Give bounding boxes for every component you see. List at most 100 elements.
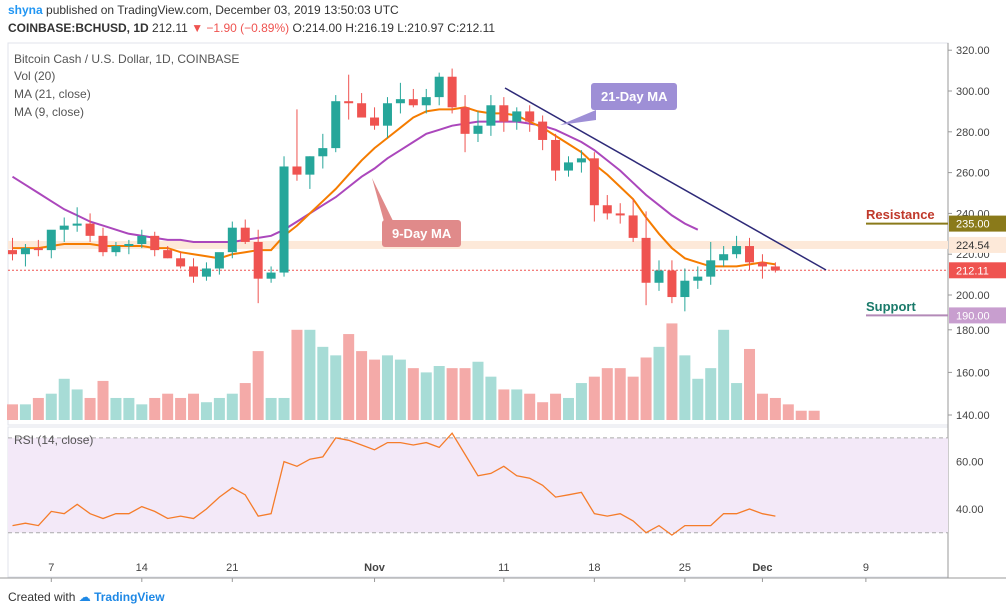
- legend-rsi: RSI (14, close): [14, 433, 94, 447]
- downtrend-line: [504, 87, 827, 271]
- candle-body: [382, 103, 392, 126]
- publisher-name[interactable]: shyna: [8, 3, 43, 17]
- candle-body: [357, 103, 367, 118]
- volume-bar: [175, 397, 187, 420]
- candle-body: [693, 276, 703, 281]
- volume-bar: [32, 397, 44, 420]
- candle-body: [408, 99, 418, 106]
- candle-body: [214, 252, 224, 269]
- volume-bar: [356, 351, 368, 420]
- volume-bar: [136, 404, 148, 420]
- price-tick-label: 160.00: [956, 367, 990, 379]
- candle-body: [421, 97, 431, 106]
- resistance-label: Resistance: [866, 207, 935, 222]
- volume-bar: [265, 397, 277, 420]
- volume-bar: [446, 368, 458, 420]
- volume-bar: [420, 372, 432, 420]
- ma9-line: [12, 106, 776, 268]
- volume-bar: [97, 380, 109, 420]
- volume-bar: [692, 378, 704, 420]
- legend-ma21: MA (21, close): [14, 87, 91, 101]
- ma21-callout: 21-Day MA: [591, 83, 678, 110]
- candle-body: [770, 266, 780, 271]
- candle-body: [331, 101, 341, 149]
- volume-bar: [614, 368, 626, 420]
- resistance-zone-band: [8, 240, 948, 249]
- volume-bar: [511, 389, 523, 420]
- volume-bar: [278, 397, 290, 420]
- volume-bar: [808, 410, 820, 420]
- time-tick-label: 18: [588, 562, 600, 574]
- candle-body: [641, 237, 651, 283]
- time-tick-label: Dec: [752, 562, 772, 574]
- candle-body: [111, 246, 121, 253]
- candle-body: [72, 223, 82, 226]
- time-tick-label: 21: [226, 562, 238, 574]
- volume-bar: [769, 397, 781, 420]
- volume-bar: [524, 393, 536, 420]
- candle-body: [395, 99, 405, 104]
- price-badge: [949, 236, 1006, 253]
- candle-body: [525, 111, 535, 122]
- candle-body: [499, 105, 509, 122]
- rsi-tick-label: 40.00: [956, 504, 984, 516]
- candle-body: [589, 158, 599, 206]
- candle-body: [240, 227, 250, 242]
- price-tick-label: 320.00: [956, 45, 990, 57]
- volume-bar: [58, 378, 70, 420]
- volume-bar: [19, 404, 31, 420]
- volume-bar: [575, 383, 587, 420]
- volume-bar: [291, 329, 303, 420]
- created-with-text: Created with: [8, 590, 76, 604]
- ma21-callout-pointer: [560, 110, 596, 125]
- candle-body: [201, 268, 211, 277]
- candle-body: [150, 235, 160, 251]
- candle-body: [344, 101, 354, 104]
- price-badge-label: 212.11: [956, 265, 989, 277]
- chart-title: Bitcoin Cash / U.S. Dollar, 1D, COINBASE: [14, 52, 240, 66]
- candle-body: [227, 227, 237, 253]
- volume-bar: [744, 348, 756, 420]
- price-tick-label: 200.00: [956, 290, 990, 302]
- candle-body: [370, 117, 380, 126]
- candle-body: [98, 235, 108, 253]
- price-badge: [949, 215, 1006, 232]
- ma9-callout-pointer: [372, 178, 395, 225]
- price-badge-label: 235.00: [956, 219, 990, 231]
- published-text: published on TradingView.com, December 0…: [46, 3, 399, 17]
- volume-bar: [537, 402, 549, 420]
- volume-bar: [718, 329, 730, 420]
- price-change: −1.90 (−0.89%): [206, 21, 290, 35]
- volume-bar: [407, 368, 419, 420]
- tradingview-brand[interactable]: TradingView: [94, 590, 165, 604]
- candle-body: [667, 270, 677, 298]
- volume-bar: [588, 376, 600, 420]
- volume-bar: [394, 359, 406, 420]
- volume-bar: [213, 397, 225, 420]
- time-tick-label: Nov: [364, 562, 386, 574]
- candle-body: [551, 139, 561, 171]
- candle-body: [266, 272, 276, 279]
- volume-bar: [679, 355, 691, 420]
- candle-body: [447, 76, 457, 108]
- legend-vol: Vol (20): [14, 69, 56, 83]
- volume-bar: [84, 397, 96, 420]
- candle-body: [8, 250, 17, 255]
- candle-body: [654, 270, 664, 283]
- candle-body: [124, 244, 134, 247]
- volume-bar: [731, 383, 743, 420]
- ohlc-values: O:214.00 H:216.19 L:210.97 C:212.11: [292, 21, 496, 35]
- volume-bar: [45, 393, 57, 420]
- volume-bar: [200, 402, 212, 420]
- volume-bar: [756, 393, 768, 420]
- price-tick-label: 180.00: [956, 325, 990, 337]
- candle-body: [292, 166, 302, 175]
- candle-body: [33, 248, 43, 251]
- symbol-label: COINBASE:BCHUSD, 1D: [8, 21, 149, 35]
- candle-body: [163, 250, 173, 259]
- price-tick-label: 280.00: [956, 127, 990, 139]
- publisher-line: shyna published on TradingView.com, Dece…: [8, 3, 399, 17]
- volume-bar: [369, 359, 381, 420]
- ma21-line: [11, 120, 699, 243]
